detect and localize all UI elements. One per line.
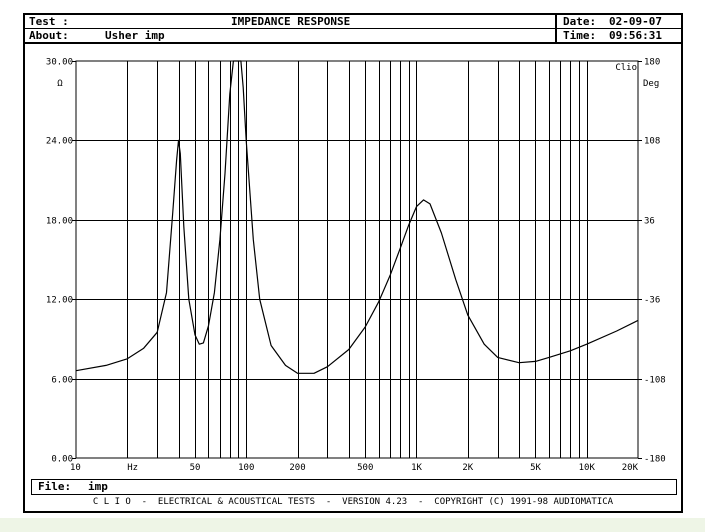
x-tick-label: 5K [530, 463, 541, 473]
y2-tick-label: -108 [644, 376, 666, 386]
y-tick-label: 30.00 [46, 58, 73, 68]
x-tick-label: 2K [462, 463, 473, 473]
x-tick-label: 10 [70, 463, 81, 473]
x-tick-label: 1K [411, 463, 422, 473]
y-tick-label: 18.00 [46, 217, 73, 227]
impedance-series-line [75, 60, 639, 374]
file-box: File: imp [31, 479, 677, 495]
x-tick-label: 500 [357, 463, 373, 473]
y2-tick-label: 108 [644, 137, 660, 147]
y-tick-label: 12.00 [46, 296, 73, 306]
file-label: File: [38, 480, 72, 493]
x-tick-label: 10K [579, 463, 596, 473]
date-label: Date: [563, 15, 597, 28]
page-title: IMPEDANCE RESPONSE [231, 15, 351, 28]
y-tick-label: 24.00 [46, 137, 73, 147]
header-divider [25, 28, 681, 29]
y2-tick-label: -36 [644, 296, 660, 306]
y2-tick-label: 180 [644, 58, 660, 68]
y-tick-label: 0.00 [51, 455, 73, 465]
x-unit-label: Hz [127, 463, 138, 473]
impedance-chart: 0.00 -180 6.00 -108 12.00 -36 18.00 36 24.00 108 3… [46, 58, 666, 474]
time-value: 09:56:31 [609, 29, 662, 42]
test-label: Test : [29, 15, 69, 28]
header-separator [555, 15, 557, 42]
x-tick-label: 100 [238, 463, 254, 473]
footer-text: C L I O - ELECTRICAL & ACOUSTICAL TESTS … [92, 497, 614, 507]
y2-unit-label: Deg [643, 79, 659, 89]
x-tick-label: 20K [622, 463, 639, 473]
clio-window: Test : IMPEDANCE RESPONSE About: Usher i… [23, 13, 683, 513]
y-unit-label: Ω [57, 79, 63, 89]
time-label: Time: [563, 29, 597, 42]
header-panel: Test : IMPEDANCE RESPONSE About: Usher i… [25, 15, 681, 44]
file-name: imp [88, 480, 108, 493]
x-tick-label: 50 [190, 463, 201, 473]
date-value: 02-09-07 [609, 15, 662, 28]
brand-label: Clio [615, 63, 637, 73]
y2-tick-label: 36 [644, 217, 655, 227]
page-bottom-strip [0, 518, 705, 532]
x-tick-label: 200 [289, 463, 305, 473]
about-label: About: [29, 29, 69, 42]
y2-tick-label: -180 [644, 455, 666, 465]
plot-area [75, 60, 639, 459]
y-tick-label: 6.00 [51, 376, 73, 386]
about-value: Usher imp [105, 29, 165, 42]
